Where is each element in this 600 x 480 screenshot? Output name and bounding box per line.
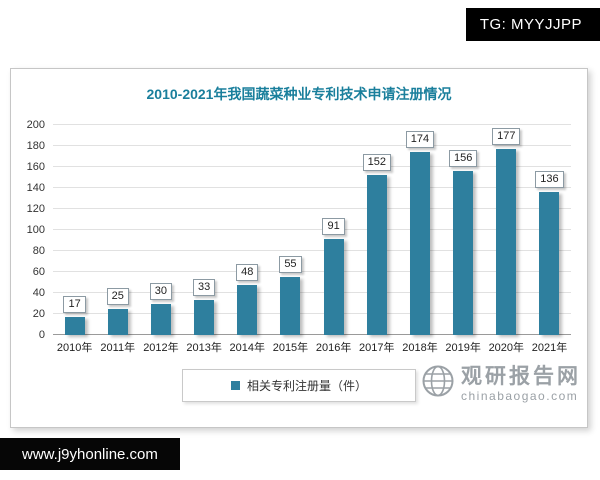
- gridline: [53, 124, 571, 125]
- watermark: 观研报告网 chinabaogao.com: [421, 364, 581, 403]
- y-tick-label: 20: [32, 308, 45, 320]
- gridline: [53, 166, 571, 167]
- gridline: [53, 187, 571, 188]
- y-tick-label: 120: [26, 203, 45, 215]
- x-tick-label: 2013年: [186, 342, 222, 354]
- bar-column: 55: [269, 125, 312, 335]
- watermark-domain: chinabaogao.com: [461, 388, 579, 403]
- bar: [323, 239, 344, 335]
- watermark-text: 观研报告网 chinabaogao.com: [461, 365, 581, 403]
- bar-column: 156: [442, 125, 485, 335]
- legend-row: 相关专利注册量（件）: [11, 369, 587, 402]
- bar-value-label: 55: [279, 256, 302, 274]
- y-tick-label: 100: [26, 224, 45, 236]
- legend-swatch-icon: [230, 381, 240, 390]
- bar-value-label: 25: [106, 287, 129, 305]
- y-tick-label: 80: [32, 245, 45, 257]
- bar-column: 91: [312, 125, 355, 335]
- bar: [150, 303, 171, 335]
- bar: [453, 171, 474, 335]
- x-tick-label: 2011年: [100, 342, 136, 354]
- bar: [107, 308, 128, 335]
- bar-column: 17: [53, 125, 96, 335]
- y-tick-label: 200: [26, 119, 45, 131]
- x-tick-label: 2014年: [229, 342, 266, 354]
- bar-column: 33: [183, 125, 226, 335]
- x-axis: 2010年 2011年 2012年 2013年 2014年 2015年 2016年 2017年…: [53, 339, 571, 355]
- y-tick-label: 140: [26, 182, 45, 194]
- bars-container: 17 25 30 33 48 55 91 152 174 156 177 136: [53, 125, 571, 335]
- bar-column: 152: [355, 125, 398, 335]
- bar-value-label: 136: [535, 171, 564, 189]
- y-tick-label: 40: [32, 287, 45, 299]
- x-tick-label: 2017年: [359, 342, 395, 354]
- bar-column: 30: [139, 125, 182, 335]
- bar-column: 48: [226, 125, 269, 335]
- bar: [280, 277, 301, 335]
- chart-title: 2010-2021年我国蔬菜种业专利技术申请注册情况: [146, 86, 452, 102]
- bar: [64, 317, 85, 335]
- gridline: [53, 208, 571, 209]
- globe-icon: [421, 364, 455, 403]
- gridline: [53, 145, 571, 146]
- y-tick-label: 60: [32, 266, 45, 278]
- chart-panel: 2010-2021年我国蔬菜种业专利技术申请注册情况 0 20 40 60 80 100 1…: [10, 68, 588, 428]
- bar: [496, 149, 517, 335]
- plot-area: 0 20 40 60 80 100 120 140 160 180 200 17 25 30 33 48 55…: [27, 119, 571, 341]
- y-tick-label: 180: [26, 140, 45, 152]
- x-tick-label: 2012年: [143, 342, 179, 354]
- x-tick-label: 2015年: [272, 342, 309, 354]
- gridline: [53, 334, 571, 335]
- bar: [366, 175, 387, 335]
- legend-label: 相关专利注册量（件）: [246, 379, 367, 393]
- bar: [539, 192, 560, 335]
- x-tick-label: 2019年: [445, 342, 481, 354]
- bar-value-label: 33: [192, 279, 216, 297]
- gridline: [53, 229, 571, 230]
- y-axis: 0 20 40 60 80 100 120 140 160 180 200: [19, 119, 53, 341]
- gridline: [53, 271, 571, 272]
- bar-value-label: 17: [63, 296, 86, 314]
- bar-column: 136: [528, 125, 571, 335]
- bar-value-label: 48: [236, 263, 259, 281]
- x-tick-label: 2020年: [488, 342, 525, 354]
- bar-column: 174: [398, 125, 441, 335]
- y-tick-label: 0: [38, 329, 45, 341]
- gridline: [53, 250, 571, 251]
- bar: [409, 152, 430, 335]
- gridline: [53, 292, 571, 293]
- bar-value-label: 152: [362, 154, 391, 172]
- legend: 相关专利注册量（件）: [181, 369, 416, 402]
- bar: [194, 300, 215, 335]
- bar-value-label: 91: [322, 218, 345, 236]
- bar-value-label: 156: [448, 150, 478, 168]
- x-tick-label: 2016年: [315, 342, 352, 354]
- bar-column: 25: [96, 125, 139, 335]
- watermark-brand: 观研报告网: [461, 364, 581, 388]
- bar: [237, 284, 258, 335]
- x-tick-label: 2010年: [56, 342, 93, 354]
- gridline: [53, 313, 571, 314]
- bottom-url-bar: www.j9yhonline.com: [0, 438, 180, 470]
- bar-value-label: 177: [492, 128, 521, 146]
- y-tick-label: 160: [26, 161, 45, 173]
- bar-value-label: 174: [405, 131, 435, 149]
- x-tick-label: 2021年: [531, 342, 568, 354]
- bar-column: 177: [485, 125, 528, 335]
- tg-badge: TG: MYYJJPP: [465, 8, 600, 41]
- x-tick-label: 2018年: [402, 342, 438, 354]
- bar-value-label: 30: [149, 282, 173, 300]
